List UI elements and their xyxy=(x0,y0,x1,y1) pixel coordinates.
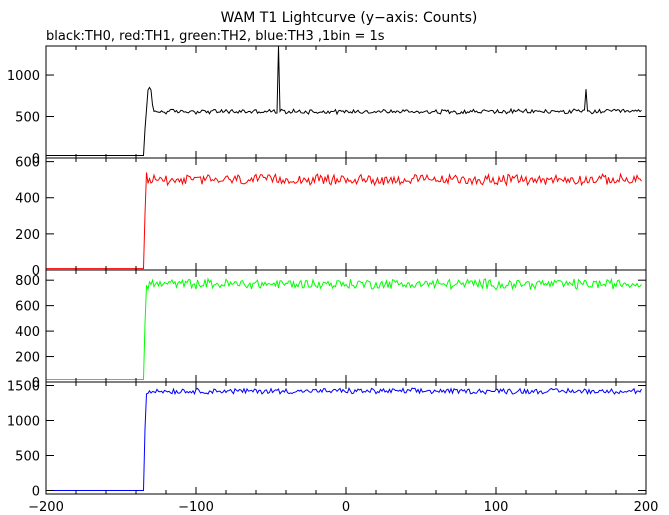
y-tick-label: 600 xyxy=(15,156,40,171)
y-tick-label: 500 xyxy=(15,450,40,465)
y-tick-label: 500 xyxy=(15,111,40,126)
y-tick-label: 1000 xyxy=(7,69,40,84)
y-tick-label: 0 xyxy=(32,485,40,500)
series-line-th2 xyxy=(46,277,642,380)
y-tick-label: 1000 xyxy=(7,415,40,430)
panel-frame xyxy=(45,381,647,495)
x-tick-label: −200 xyxy=(28,500,64,515)
y-tick-label: 0 xyxy=(32,152,40,167)
x-tick-label: −100 xyxy=(178,500,214,515)
panel-th3: 0 500 1000 1500 xyxy=(7,380,647,500)
y-tick-label: 400 xyxy=(15,192,40,207)
y-tick-label: 0 xyxy=(32,264,40,279)
panel-th2: 0 200 400 600 800 xyxy=(15,269,647,391)
panel-th1: 0 200 400 600 xyxy=(15,156,647,279)
panel-frame xyxy=(45,45,647,159)
x-tick-label: 200 xyxy=(634,500,659,515)
x-tick-label: 0 xyxy=(342,500,350,515)
chart-subtitle: black:TH0, red:TH1, green:TH2, blue:TH3 … xyxy=(46,29,385,44)
panel-frame xyxy=(45,269,647,383)
panel-th0: 0 500 1000 xyxy=(7,45,647,167)
panels-layer: 0500100002004006000200400600800050010001… xyxy=(7,45,659,515)
chart-title: WAM T1 Lightcurve (y−axis: Counts) xyxy=(221,10,478,26)
y-tick-label: 200 xyxy=(15,351,40,366)
y-tick-label: 800 xyxy=(15,274,40,289)
series-line-th1 xyxy=(46,172,642,270)
series-line-th3 xyxy=(46,387,642,491)
y-tick-label: 0 xyxy=(32,376,40,391)
y-tick-label: 600 xyxy=(15,300,40,315)
x-tick-label: 100 xyxy=(484,500,509,515)
y-tick-label: 1500 xyxy=(7,380,40,395)
y-tick-label: 400 xyxy=(15,325,40,340)
series-line-th0 xyxy=(46,45,642,156)
y-tick-label: 200 xyxy=(15,228,40,243)
